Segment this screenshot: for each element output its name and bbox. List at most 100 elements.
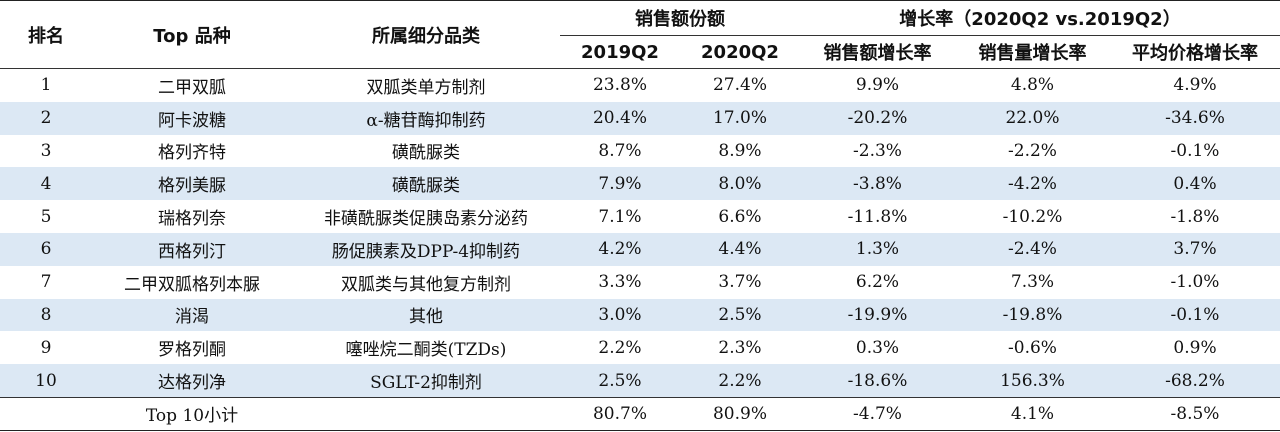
- share-2019-cell: 8.7%: [598, 140, 642, 161]
- price-growth-cell: -1.8%: [1170, 206, 1220, 227]
- header-variety: Top 品种: [153, 25, 231, 47]
- table-row: 3 格列齐特 磺酰脲类 8.7% 8.9% -2.3% -2.2% -0.1%: [0, 135, 1280, 168]
- price-growth-cell: 4.9%: [1173, 75, 1217, 96]
- table-row: 6 西格列汀 肠促胰素及DPP-4抑制药 4.2% 4.4% 1.3% -2.4% 3.7%: [0, 232, 1280, 266]
- rank-cell: 5: [40, 206, 52, 227]
- volume-growth-cell: -2.2%: [1008, 140, 1057, 161]
- header-growth-group: 增长率（2020Q2 vs.2019Q2）: [899, 9, 1181, 30]
- table-row: 10 达格列净 SGLT-2抑制剂 2.5% 2.2% -18.6% 156.3% -68.2…: [0, 364, 1280, 398]
- table-body: 1 二甲双胍 双胍类单方制剂 23.8% 27.4% 9.9% 4.8% 4.9% 2 阿卡波糖 α…: [0, 69, 1280, 431]
- category-cell: 噻唑烷二酮类(TZDs): [345, 340, 507, 361]
- header-share-group: 销售额份额: [635, 9, 725, 30]
- variety-cell: 达格列净: [92, 364, 292, 398]
- header-category: 所属细分品类: [372, 25, 480, 47]
- sales-growth-cell: -3.8%: [800, 167, 955, 201]
- category-cell: SGLT-2抑制剂: [292, 364, 560, 398]
- header-share-2019: 2019Q2: [560, 35, 680, 69]
- total-category-cell: [292, 396, 560, 431]
- category-cell: 双胍类单方制剂: [366, 77, 486, 98]
- category-cell: 磺酰脲类: [292, 167, 560, 201]
- sales-growth-cell: 0.3%: [855, 337, 900, 358]
- share-2020-cell: 2.5%: [680, 298, 800, 332]
- sales-growth-cell: -19.9%: [800, 298, 955, 332]
- header-volume-growth: 销售量增长率: [955, 35, 1110, 69]
- table-row-total: Top 10小计 80.7% 80.9% -4.7% 4.1% -8.5%: [0, 396, 1280, 431]
- table-row: 5 瑞格列奈 非磺酰脲类促胰岛素分泌药 7.1% 6.6% -11.8% -10.2% -1.…: [0, 200, 1280, 233]
- category-cell: 肠促胰素及DPP-4抑制药: [292, 232, 560, 266]
- total-share-2020: 80.9%: [680, 396, 800, 431]
- sales-growth-cell: 1.3%: [800, 232, 955, 266]
- share-2019-cell: 2.2%: [598, 337, 642, 358]
- variety-cell: 瑞格列奈: [158, 209, 226, 230]
- rank-cell: 7: [40, 272, 52, 293]
- variety-cell: 西格列汀: [92, 232, 292, 266]
- total-rank-cell: [0, 396, 92, 431]
- total-share-2019: 80.7%: [560, 396, 680, 431]
- volume-growth-cell: -0.6%: [1008, 337, 1057, 358]
- sales-growth-cell: 9.9%: [855, 75, 900, 96]
- rank-cell: 9: [40, 337, 52, 358]
- table-row: 9 罗格列酮 噻唑烷二酮类(TZDs) 2.2% 2.3% 0.3% -0.6% 0.9%: [0, 331, 1280, 364]
- header-sales-growth: 销售额增长率: [800, 35, 955, 69]
- sales-growth-cell: -20.2%: [800, 101, 955, 135]
- header-rank: 排名: [28, 25, 64, 47]
- volume-growth-cell: 22.0%: [955, 101, 1110, 135]
- volume-growth-cell: 156.3%: [955, 364, 1110, 398]
- variety-cell: 二甲双胍格列本脲: [124, 274, 260, 295]
- share-2020-cell: 2.2%: [680, 364, 800, 398]
- rank-cell: 3: [40, 140, 52, 161]
- volume-growth-cell: -19.8%: [955, 298, 1110, 332]
- price-growth-cell: -34.6%: [1110, 101, 1280, 135]
- share-2019-cell: 7.1%: [598, 206, 642, 227]
- share-2020-cell: 4.4%: [680, 232, 800, 266]
- category-cell: α-糖苷酶抑制药: [292, 101, 560, 135]
- sales-growth-cell: 6.2%: [855, 272, 900, 293]
- category-cell: 非磺酰脲类促胰岛素分泌药: [324, 209, 528, 230]
- share-2020-cell: 2.3%: [718, 337, 762, 358]
- category-cell: 磺酰脲类: [392, 143, 460, 164]
- category-cell: 双胍类与其他复方制剂: [341, 274, 511, 295]
- share-2020-cell: 8.9%: [718, 140, 762, 161]
- rank-cell: 6: [0, 232, 92, 266]
- total-price-growth: -8.5%: [1110, 396, 1280, 431]
- rank-cell: 8: [0, 298, 92, 332]
- total-volume-growth: 4.1%: [955, 396, 1110, 431]
- share-2020-cell: 17.0%: [680, 101, 800, 135]
- sales-growth-cell: -11.8%: [847, 206, 908, 227]
- variety-cell: 格列美脲: [92, 167, 292, 201]
- table-row: 1 二甲双胍 双胍类单方制剂 23.8% 27.4% 9.9% 4.8% 4.9%: [0, 69, 1280, 102]
- sales-growth-cell: -2.3%: [853, 140, 902, 161]
- price-growth-cell: -68.2%: [1110, 364, 1280, 398]
- rank-cell: 4: [0, 167, 92, 201]
- share-2020-cell: 8.0%: [680, 167, 800, 201]
- variety-cell: 消渴: [92, 298, 292, 332]
- variety-cell: 格列齐特: [158, 143, 226, 164]
- table-row: 8 消渴 其他 3.0% 2.5% -19.9% -19.8% -0.1%: [0, 298, 1280, 332]
- share-2019-cell: 7.9%: [560, 167, 680, 201]
- share-2019-cell: 2.5%: [560, 364, 680, 398]
- rank-cell: 10: [0, 364, 92, 398]
- price-growth-cell: 0.4%: [1110, 167, 1280, 201]
- price-growth-cell: -0.1%: [1170, 140, 1220, 161]
- volume-growth-cell: 7.3%: [1010, 272, 1055, 293]
- table-row: 2 阿卡波糖 α-糖苷酶抑制药 20.4% 17.0% -20.2% 22.0% -34.6%: [0, 101, 1280, 135]
- table-row: 7 二甲双胍格列本脲 双胍类与其他复方制剂 3.3% 3.7% 6.2% 7.3% -1.0%: [0, 266, 1280, 299]
- volume-growth-cell: -2.4%: [955, 232, 1110, 266]
- share-2019-cell: 3.3%: [598, 272, 642, 293]
- header-price-growth: 平均价格增长率: [1110, 35, 1280, 69]
- header-share-2020: 2020Q2: [680, 35, 800, 69]
- price-growth-cell: -0.1%: [1110, 298, 1280, 332]
- share-2019-cell: 23.8%: [592, 75, 647, 96]
- table-header: 排名 Top 品种 所属细分品类 销售额份额 增长率（2020Q2 vs.201…: [0, 0, 1280, 69]
- variety-cell: 阿卡波糖: [92, 101, 292, 135]
- rank-cell: 1: [40, 75, 52, 96]
- rank-cell: 2: [0, 101, 92, 135]
- share-2020-cell: 27.4%: [712, 75, 767, 96]
- price-growth-cell: 0.9%: [1173, 337, 1217, 358]
- share-2019-cell: 20.4%: [560, 101, 680, 135]
- volume-growth-cell: -10.2%: [1002, 206, 1063, 227]
- price-growth-cell: -1.0%: [1170, 272, 1220, 293]
- table-row: 4 格列美脲 磺酰脲类 7.9% 8.0% -3.8% -4.2% 0.4%: [0, 167, 1280, 201]
- variety-cell: 罗格列酮: [158, 340, 226, 361]
